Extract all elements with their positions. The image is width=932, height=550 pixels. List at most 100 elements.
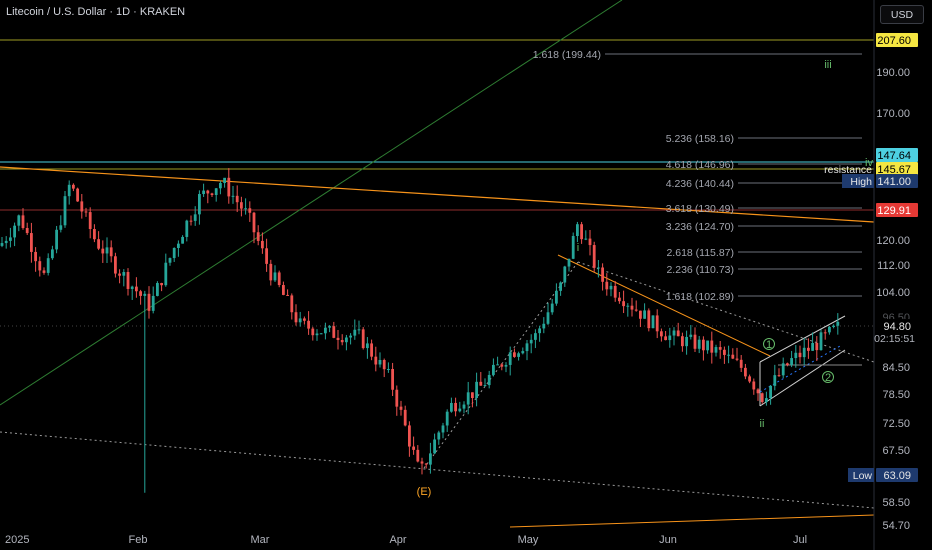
candle-body bbox=[17, 215, 21, 226]
candle-body bbox=[332, 326, 336, 338]
candle-body bbox=[135, 286, 138, 292]
candle-body bbox=[744, 367, 747, 377]
candle-body bbox=[235, 195, 239, 203]
candle-body bbox=[151, 295, 155, 311]
candle-body bbox=[76, 188, 79, 202]
x-tick-label: Jul bbox=[793, 534, 807, 546]
candle-body bbox=[559, 282, 562, 291]
candle-body bbox=[298, 318, 302, 323]
candle-body bbox=[67, 184, 71, 197]
candle-body bbox=[97, 239, 100, 249]
candle-body bbox=[550, 303, 554, 313]
candle-body bbox=[214, 188, 218, 196]
candle-body bbox=[660, 331, 663, 337]
fib-label: 1.618 (102.89) bbox=[666, 291, 734, 303]
candle-body bbox=[277, 272, 281, 286]
candle-body bbox=[807, 347, 810, 351]
candle-body bbox=[340, 340, 344, 343]
candle-body bbox=[685, 336, 688, 347]
price-tag-label: 94.80 bbox=[883, 321, 911, 333]
fib-label: 3.236 (124.70) bbox=[666, 221, 734, 233]
candle-body bbox=[240, 202, 243, 209]
candle-body bbox=[618, 297, 621, 302]
candle-body bbox=[513, 352, 516, 357]
candle-body bbox=[433, 439, 436, 454]
candle-body bbox=[496, 364, 499, 366]
candle-body bbox=[664, 336, 667, 341]
candle-body bbox=[647, 310, 651, 329]
candle-body bbox=[672, 330, 676, 336]
y-tick-label: 72.50 bbox=[882, 418, 910, 430]
candle-body bbox=[55, 229, 58, 250]
candle-body bbox=[458, 408, 462, 412]
price-tag-bg bbox=[876, 148, 918, 162]
candle-body bbox=[286, 294, 289, 296]
candle-body bbox=[336, 337, 340, 341]
bottom-orange-line bbox=[509, 514, 875, 528]
candle-body bbox=[345, 337, 348, 343]
candle-body bbox=[676, 330, 680, 337]
candle-body bbox=[811, 342, 814, 351]
wave-circle bbox=[822, 371, 834, 383]
candle-body bbox=[391, 368, 394, 390]
candle-body bbox=[374, 356, 378, 365]
candle-body bbox=[382, 359, 386, 370]
candle-body bbox=[366, 343, 369, 349]
symbol-title: Litecoin / U.S. Dollar · 1D · KRAKEN bbox=[6, 6, 186, 18]
wave-label: ii bbox=[760, 418, 765, 430]
candle-body bbox=[508, 352, 512, 365]
candle-body bbox=[105, 247, 109, 254]
candle-body bbox=[462, 404, 466, 409]
candle-body bbox=[605, 281, 609, 290]
price-axis[interactable]: 190.00 170.00 120.00 112.00 104.00 84.50 78.50… bbox=[873, 0, 910, 550]
candle-body bbox=[542, 323, 546, 329]
candle-body bbox=[521, 351, 525, 354]
candle-body bbox=[143, 293, 147, 296]
candle-body bbox=[403, 409, 407, 426]
countdown-label: 02:15:51 bbox=[874, 333, 915, 345]
candle-body bbox=[172, 248, 176, 259]
candle-body bbox=[30, 233, 33, 252]
candle-body bbox=[710, 340, 714, 353]
candle-body bbox=[681, 336, 684, 347]
orange-downtrend-line bbox=[557, 254, 771, 357]
candle-body bbox=[718, 347, 722, 350]
fib-label: 3.618 (130.49) bbox=[666, 203, 734, 215]
currency-button[interactable]: USD bbox=[880, 5, 924, 24]
candle-body bbox=[319, 333, 323, 335]
candle-body bbox=[466, 392, 470, 405]
candle-body bbox=[563, 266, 567, 283]
fib-label: 4.236 (140.44) bbox=[666, 178, 734, 190]
candlestick-series bbox=[0, 168, 840, 493]
candle-body bbox=[836, 321, 840, 326]
price-tag-bg bbox=[876, 319, 918, 345]
candle-body bbox=[202, 190, 205, 195]
candle-body bbox=[580, 224, 583, 240]
candle-body bbox=[437, 432, 441, 440]
candle-body bbox=[349, 335, 352, 338]
candle-body bbox=[773, 375, 777, 386]
x-tick-label: Mar bbox=[251, 534, 270, 546]
candle-body bbox=[630, 305, 634, 310]
candle-body bbox=[357, 329, 361, 331]
rising-channel-line bbox=[0, 0, 623, 406]
candle-body bbox=[571, 236, 575, 259]
candle-body bbox=[429, 453, 432, 465]
time-axis[interactable]: 2025 Feb Mar Apr May Jun Jul bbox=[5, 534, 807, 546]
trendlines bbox=[0, 0, 875, 528]
x-tick-label: Jun bbox=[659, 534, 677, 546]
candle-body bbox=[424, 463, 428, 465]
candle-body bbox=[828, 327, 831, 333]
candle-body bbox=[479, 381, 483, 386]
price-tag-label: 145.67 bbox=[877, 164, 911, 176]
price-tag-bg bbox=[876, 203, 918, 217]
candle-body bbox=[307, 320, 310, 329]
candle-body bbox=[777, 375, 781, 377]
y-tick-label: 58.50 bbox=[882, 497, 910, 509]
candle-body bbox=[42, 270, 46, 273]
x-tick-label: May bbox=[518, 534, 539, 546]
candle-body bbox=[72, 184, 75, 189]
candle-body bbox=[282, 285, 285, 295]
candle-body bbox=[756, 389, 760, 394]
